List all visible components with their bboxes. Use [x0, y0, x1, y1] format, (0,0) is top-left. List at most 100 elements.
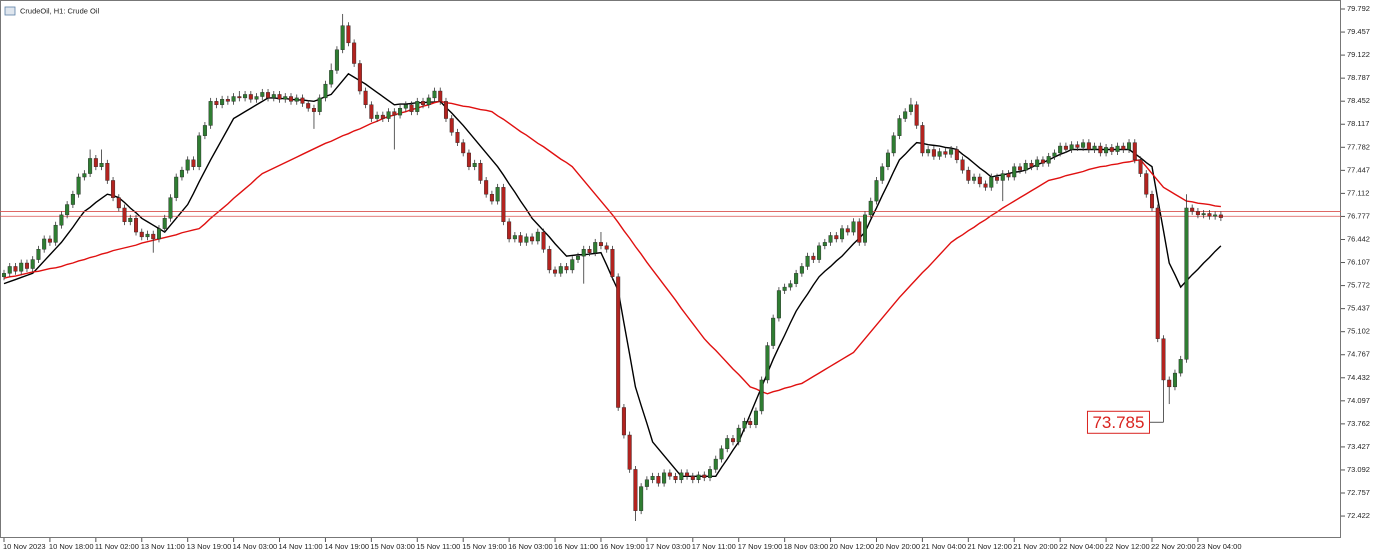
candle-body — [1127, 142, 1132, 150]
plot-frame — [0, 0, 1341, 538]
candle-body — [88, 158, 93, 174]
x-tick-label: 14 Nov 19:00 — [324, 542, 369, 551]
candle-body — [162, 218, 167, 229]
candle-body — [570, 259, 575, 271]
candle-body — [616, 276, 621, 408]
candle-body — [874, 180, 879, 202]
candle-body — [398, 108, 403, 116]
y-tick-label: 76.442 — [1347, 234, 1370, 243]
candle-body — [822, 242, 827, 247]
candle-body — [443, 101, 448, 119]
candle-body — [1218, 214, 1223, 218]
candle-body — [1121, 145, 1126, 150]
candle-body — [885, 152, 890, 167]
candle-body — [1167, 379, 1172, 388]
candle-body — [598, 242, 603, 247]
candle-body — [799, 266, 804, 274]
candle-body — [1138, 159, 1143, 174]
candle-body — [564, 266, 569, 271]
candle-body — [748, 421, 753, 425]
candle-body — [1132, 142, 1137, 161]
x-tick-label: 18 Nov 03:00 — [784, 542, 829, 551]
candle-body — [1213, 214, 1218, 217]
candle-body — [512, 235, 517, 240]
candle-body — [742, 421, 747, 429]
candle-body — [231, 96, 236, 102]
candle-body — [639, 486, 644, 511]
candle-body — [1178, 359, 1183, 374]
candle-body — [857, 221, 862, 243]
candle-body — [576, 255, 581, 260]
candle-body — [352, 42, 357, 64]
x-tick-label: 16 Nov 03:00 — [508, 542, 553, 551]
x-tick-label: 10 Nov 18:00 — [49, 542, 94, 551]
candle-body — [1207, 213, 1212, 217]
y-tick-label: 73.762 — [1347, 419, 1370, 428]
candle-body — [455, 132, 460, 143]
candle-body — [633, 469, 638, 511]
candle-body — [179, 169, 184, 178]
candle-body — [363, 90, 368, 105]
candle-body — [111, 180, 116, 198]
candle-body — [375, 114, 380, 119]
candle-body — [834, 235, 839, 240]
candle-body — [93, 158, 98, 167]
candle-body — [995, 176, 1000, 181]
candle-body — [530, 236, 535, 242]
y-tick-label: 75.437 — [1347, 304, 1370, 313]
candle-body — [656, 476, 661, 484]
candle-body — [403, 104, 408, 109]
x-tick-label: 20 Nov 20:00 — [875, 542, 920, 551]
candle-body — [593, 242, 598, 253]
candle-body — [1046, 156, 1051, 164]
candle-body — [581, 249, 586, 257]
candle-body — [243, 94, 248, 99]
candle-body — [771, 317, 776, 346]
candle-body — [13, 266, 18, 272]
candle-body — [484, 180, 489, 195]
candle-body — [621, 407, 626, 436]
y-tick-label: 73.092 — [1347, 465, 1370, 474]
candle-body — [421, 101, 426, 105]
x-tick-label: 17 Nov 11:00 — [692, 542, 736, 551]
candle-body — [1035, 159, 1040, 167]
candle-body — [501, 187, 506, 222]
candle-body — [70, 194, 75, 205]
candle-body — [685, 472, 690, 477]
candle-body — [1092, 145, 1097, 150]
candle-body — [392, 111, 397, 116]
candle-body — [1081, 142, 1086, 148]
candle-body — [1109, 147, 1114, 152]
x-tick-label: 14 Nov 03:00 — [233, 542, 278, 551]
candle-body — [472, 163, 477, 167]
candle-body — [271, 94, 276, 99]
candle-body — [507, 221, 512, 240]
candle-body — [891, 135, 896, 154]
candle-body — [937, 151, 942, 157]
candle-body — [317, 97, 322, 112]
candle-body — [788, 283, 793, 288]
y-tick-label: 78.452 — [1347, 96, 1370, 105]
candle-body — [478, 163, 483, 181]
candle-body — [47, 238, 52, 243]
candle-body — [558, 266, 563, 274]
candle-body — [248, 94, 253, 100]
candle-body — [977, 176, 982, 185]
candle-body — [105, 163, 110, 181]
candle-body — [702, 474, 707, 478]
candle-body — [116, 197, 121, 209]
candle-body — [1201, 213, 1206, 216]
x-tick-label: 15 Nov 19:00 — [462, 542, 507, 551]
x-tick-label: 23 Nov 04:00 — [1197, 542, 1242, 551]
candle-body — [1149, 194, 1154, 209]
candle-body — [914, 104, 919, 126]
candle-body — [696, 474, 701, 480]
candle-body — [283, 96, 288, 100]
candle-body — [535, 231, 540, 242]
candle-body — [811, 255, 816, 260]
candle-body — [466, 152, 471, 167]
candle-body — [1023, 163, 1028, 171]
candle-body — [673, 476, 678, 480]
x-tick-label: 17 Nov 03:00 — [646, 542, 691, 551]
candle-body — [53, 224, 58, 243]
